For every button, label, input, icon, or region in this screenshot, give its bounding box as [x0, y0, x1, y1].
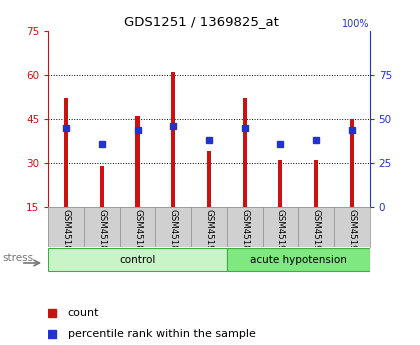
Text: GDS1251 / 1369825_at: GDS1251 / 1369825_at [124, 16, 279, 29]
Text: control: control [119, 255, 156, 265]
Text: count: count [68, 308, 99, 318]
Bar [171, 72, 176, 207]
Text: GSM45189: GSM45189 [169, 209, 178, 256]
Text: GSM45192: GSM45192 [347, 209, 356, 256]
Text: GSM45186: GSM45186 [97, 209, 106, 256]
Text: GSM45193: GSM45193 [205, 209, 213, 256]
Bar [349, 119, 354, 207]
Bar [242, 99, 247, 207]
Text: GSM45191: GSM45191 [312, 209, 320, 256]
Text: 100%: 100% [342, 19, 370, 29]
Bar [48, 248, 227, 271]
Text: GSM45187: GSM45187 [133, 209, 142, 256]
Text: GSM45190: GSM45190 [276, 209, 285, 256]
Text: percentile rank within the sample: percentile rank within the sample [68, 329, 255, 339]
Bar [100, 166, 104, 207]
Bar [314, 160, 318, 207]
Text: GSM45184: GSM45184 [62, 209, 71, 256]
Text: stress: stress [2, 253, 33, 263]
Text: acute hypotension: acute hypotension [250, 255, 346, 265]
Bar [278, 160, 283, 207]
Bar [135, 116, 140, 207]
Text: GSM45188: GSM45188 [240, 209, 249, 256]
Bar [227, 248, 370, 271]
Bar [207, 151, 211, 207]
Bar [64, 99, 68, 207]
